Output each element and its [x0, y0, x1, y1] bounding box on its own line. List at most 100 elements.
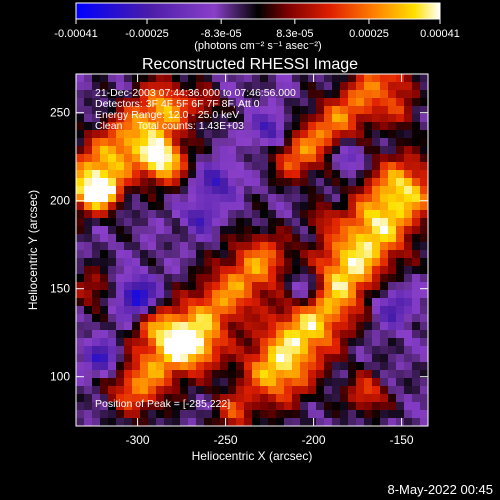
heatmap-cell: [84, 410, 93, 419]
heatmap-cell: [164, 202, 173, 211]
heatmap-cell: [300, 290, 309, 299]
heatmap-cell: [228, 402, 237, 411]
heatmap-cell: [252, 170, 261, 179]
heatmap-cell: [420, 362, 429, 371]
heatmap-cell: [116, 178, 125, 187]
heatmap-cell: [164, 138, 173, 147]
heatmap-cell: [116, 306, 125, 315]
heatmap-cell: [188, 266, 197, 275]
heatmap-cell: [116, 250, 125, 259]
heatmap-cell: [404, 82, 413, 91]
heatmap-cell: [196, 106, 205, 115]
heatmap-cell: [292, 226, 301, 235]
heatmap-cell: [172, 338, 181, 347]
heatmap-cell: [372, 330, 381, 339]
heatmap-cell: [108, 362, 117, 371]
heatmap-cell: [348, 378, 357, 387]
heatmap-cell: [396, 218, 405, 227]
heatmap-cell: [132, 298, 141, 307]
heatmap-cell: [332, 202, 341, 211]
heatmap-cell: [284, 138, 293, 147]
heatmap-cell: [324, 250, 333, 259]
heatmap-cell: [276, 202, 285, 211]
heatmap-cell: [172, 226, 181, 235]
heatmap-cell: [172, 266, 181, 275]
heatmap-cell: [76, 130, 85, 139]
heatmap-cell: [236, 242, 245, 251]
heatmap-cell: [316, 74, 325, 83]
heatmap-cell: [396, 266, 405, 275]
heatmap-cell: [324, 242, 333, 251]
heatmap-cell: [76, 146, 85, 155]
heatmap-cell: [76, 218, 85, 227]
heatmap-cell: [148, 98, 157, 107]
heatmap-cell: [340, 370, 349, 379]
heatmap-cell: [388, 162, 397, 171]
heatmap-cell: [308, 194, 317, 203]
heatmap-cell: [196, 170, 205, 179]
heatmap-cell: [172, 218, 181, 227]
heatmap-cell: [140, 74, 149, 83]
heatmap-cell: [236, 234, 245, 243]
heatmap-cell: [356, 282, 365, 291]
heatmap-cell: [132, 114, 141, 123]
heatmap-cell: [364, 394, 373, 403]
heatmap-cell: [276, 146, 285, 155]
heatmap-cell: [172, 130, 181, 139]
heatmap-cell: [156, 362, 165, 371]
heatmap-cell: [116, 194, 125, 203]
heatmap-cell: [132, 338, 141, 347]
heatmap-cell: [388, 418, 397, 427]
heatmap-cell: [92, 178, 101, 187]
heatmap-cell: [396, 394, 405, 403]
heatmap-cell: [260, 122, 269, 131]
heatmap-cell: [332, 378, 341, 387]
heatmap-cell: [380, 194, 389, 203]
heatmap-cell: [332, 274, 341, 283]
heatmap-cell: [308, 210, 317, 219]
heatmap-cell: [92, 82, 101, 91]
heatmap-cell: [348, 178, 357, 187]
heatmap-cell: [324, 234, 333, 243]
heatmap-cell: [380, 234, 389, 243]
heatmap-cell: [124, 362, 133, 371]
heatmap-cell: [260, 354, 269, 363]
heatmap-cell: [396, 338, 405, 347]
heatmap-cell: [268, 194, 277, 203]
heatmap-cell: [332, 194, 341, 203]
heatmap-cell: [204, 314, 213, 323]
heatmap-cell: [108, 82, 117, 91]
heatmap-cell: [364, 130, 373, 139]
heatmap-cell: [156, 186, 165, 195]
heatmap-cell: [316, 210, 325, 219]
heatmap-cell: [228, 106, 237, 115]
heatmap-cell: [132, 386, 141, 395]
heatmap-cell: [284, 362, 293, 371]
heatmap-cell: [284, 386, 293, 395]
heatmap-cell: [220, 202, 229, 211]
heatmap-cell: [116, 122, 125, 131]
heatmap-cell: [252, 266, 261, 275]
heatmap-cell: [300, 178, 309, 187]
heatmap-cell: [420, 338, 429, 347]
heatmap-cell: [356, 218, 365, 227]
heatmap-cell: [164, 290, 173, 299]
heatmap-cell: [108, 162, 117, 171]
heatmap-cell: [76, 266, 85, 275]
heatmap-cell: [148, 194, 157, 203]
heatmap-cell: [164, 314, 173, 323]
heatmap-cell: [108, 202, 117, 211]
heatmap-cell: [284, 210, 293, 219]
colorbar-strip: [75, 2, 441, 20]
footer-timestamp: 8-May-2022 00:45: [387, 482, 493, 497]
heatmap-cell: [76, 226, 85, 235]
heatmap-cell: [116, 90, 125, 99]
heatmap-cell: [244, 322, 253, 331]
heatmap-cell: [308, 106, 317, 115]
heatmap-cell: [76, 90, 85, 99]
heatmap-cell: [388, 362, 397, 371]
heatmap-cell: [132, 122, 141, 131]
heatmap-cell: [108, 186, 117, 195]
heatmap-cell: [292, 138, 301, 147]
heatmap-cell: [364, 290, 373, 299]
